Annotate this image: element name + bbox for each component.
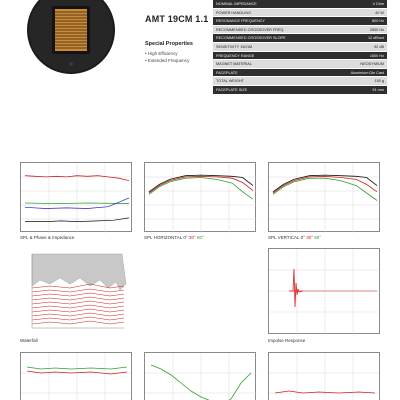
spec-row: FACEPLATE Aluminium Die Cast bbox=[213, 68, 387, 78]
waterfall-svg bbox=[31, 253, 127, 329]
spec-row: POWER HANDLING 40 W bbox=[213, 8, 387, 18]
spl-vertical-svg bbox=[269, 163, 381, 233]
phase-series-line bbox=[24, 197, 130, 209]
caption-spl-horizontal: SPL HORIZONTAL 0° 30° 60° bbox=[144, 235, 204, 240]
bottom-plot-1-svg bbox=[21, 353, 133, 400]
bottom-plot-2-svg bbox=[145, 353, 257, 400]
spec-row: MAGNET MATERIAL NEODYMIUM bbox=[213, 60, 387, 69]
green-series-line bbox=[24, 202, 130, 205]
product-title: AMT 19CM 1.1 bbox=[145, 14, 209, 24]
impulse-line bbox=[289, 268, 304, 308]
vertical-30deg-line bbox=[272, 175, 378, 194]
spec-table: NOMINAL IMPEDANCE 4 Ohm POWER HANDLING 40 … bbox=[213, 0, 387, 95]
bottom-plot-3 bbox=[268, 352, 381, 400]
spl-phase-impedance-svg bbox=[21, 163, 133, 233]
properties-heading: Special Properties bbox=[145, 41, 193, 47]
bottom-plot-3-svg bbox=[269, 353, 381, 400]
impulse-response-plot bbox=[268, 248, 381, 335]
caption-waterfall: Waterfall bbox=[20, 338, 38, 343]
waterfall-slices bbox=[31, 283, 125, 325]
spec-row: RESONANCE FREQUENCY 800 Hz bbox=[213, 17, 387, 26]
horizontal-30deg-line bbox=[148, 175, 254, 194]
vertical-60deg-line bbox=[272, 177, 378, 201]
spl-series-line bbox=[24, 175, 130, 181]
spec-row: SENSITIVITY 1W/1M 92 dB bbox=[213, 42, 387, 52]
property-item: • High Efficiency bbox=[145, 51, 178, 56]
caption-impulse: Impulse Response bbox=[268, 338, 306, 343]
caption-spl-vertical: SPL VERTICAL 0° 30° 60° bbox=[268, 235, 322, 240]
spec-row: RECOMMENDED CROSSOVER FREQ 2500 Hz bbox=[213, 25, 387, 35]
spec-row: TOTAL WEIGHT 150 g bbox=[213, 77, 387, 86]
product-image bbox=[18, 0, 124, 74]
spl-horizontal-plot bbox=[144, 162, 257, 233]
bottom-plot-1 bbox=[20, 352, 133, 400]
waterfall-plot bbox=[20, 248, 132, 334]
impedance-series-line bbox=[25, 217, 130, 222]
caption-spl-phase-impedance: SPL & Phase & Impedance bbox=[20, 235, 75, 240]
spl-vertical-plot bbox=[268, 162, 381, 233]
horizontal-0deg-line bbox=[148, 174, 254, 193]
spec-row: NOMINAL IMPEDANCE 4 Ohm bbox=[213, 0, 387, 9]
bottom-plot-2 bbox=[144, 352, 257, 400]
spl-horizontal-svg bbox=[145, 163, 257, 233]
spec-row: FACEPLATE SIZE 91 mm bbox=[213, 85, 387, 95]
vertical-0deg-line bbox=[272, 174, 378, 193]
spec-row: RECOMMENDED CROSSOVER SLOPE 12 dB/oct bbox=[213, 34, 387, 43]
impulse-svg bbox=[269, 249, 381, 335]
properties-list: • High Efficiency • Extended Frequency bbox=[145, 50, 189, 64]
horizontal-60deg-line bbox=[148, 177, 254, 200]
property-item: • Extended Frequency bbox=[145, 58, 190, 63]
spl-phase-impedance-plot bbox=[20, 162, 133, 233]
spec-row: FREQUENCY RANGE 1600 Hz bbox=[213, 51, 387, 61]
